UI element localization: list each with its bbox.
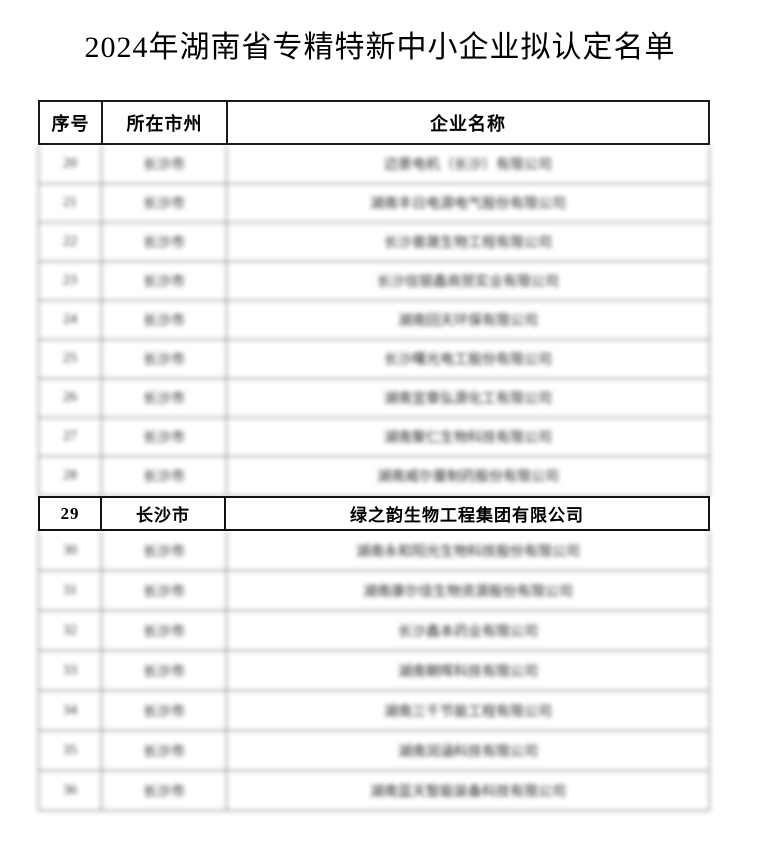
row-city-cell: 长沙市: [102, 262, 227, 300]
header-col-city: 所在市州: [103, 102, 228, 143]
row-city-cell: 长沙市: [102, 651, 227, 690]
table-row-blurred: 26 长沙市 湖南宜章弘源化工有限公司: [39, 379, 709, 418]
row-company-cell: 湖南朝晖科技有限公司: [398, 664, 538, 680]
row-city-cell: 长沙市: [102, 340, 227, 378]
row-city-cell: 长沙市: [102, 731, 227, 770]
table-row-blurred: 31 长沙市 湖南康尔佳生物资源股份有限公司: [39, 571, 709, 611]
row-company-cell: 湖南宜章弘源化工有限公司: [384, 392, 552, 407]
table-header-row: 序号 所在市州 企业名称: [38, 100, 710, 145]
row-city-cell: 长沙市: [102, 379, 227, 417]
row-index-cell: 22: [39, 223, 102, 261]
row-city-cell: 长沙市: [102, 457, 227, 495]
page-title: 2024年湖南省专精特新中小企业拟认定名单: [84, 31, 676, 64]
table-row-blurred: 23 长沙市 长沙信银鑫商贸实业有限公司: [39, 262, 709, 301]
header-col-index: 序号: [40, 102, 103, 143]
row-index-cell: 25: [39, 340, 102, 378]
table-row-blurred: 32 长沙市 长沙鑫本药业有限公司: [39, 611, 709, 651]
row-city-cell: 长沙市: [102, 611, 227, 650]
row-index-cell: 21: [39, 184, 102, 222]
row-company-cell: 长沙曙光电工股份有限公司: [384, 353, 552, 368]
row-city-cell: 长沙市: [102, 223, 227, 261]
row-company-cell: 湖南威尔曼制药股份有限公司: [377, 470, 559, 485]
table-row-blurred: 28 长沙市 湖南威尔曼制药股份有限公司: [39, 457, 709, 496]
row-company-cell: 湖南永和阳光生物科技股份有限公司: [356, 544, 580, 560]
row-city-cell: 长沙市: [102, 691, 227, 730]
table-row-blurred: 35 长沙市 湖南润涵科技有限公司: [39, 731, 709, 771]
row-company-cell: 湖南回天环保有限公司: [398, 314, 538, 329]
blurred-rows-above: 20 长沙市 迈景电机（长沙）有限公司 21 长沙市 湖南丰日电源电气股份有限公…: [38, 145, 710, 496]
row-company-cell: 长沙普晟生物工程有限公司: [384, 236, 552, 251]
table-row-blurred: 24 长沙市 湖南回天环保有限公司: [39, 301, 709, 340]
row-index-cell: 24: [39, 301, 102, 339]
table-row-blurred: 25 长沙市 长沙曙光电工股份有限公司: [39, 340, 709, 379]
table-row-blurred: 21 长沙市 湖南丰日电源电气股份有限公司: [39, 184, 709, 223]
highlight-row-company: 绿之韵生物工程集团有限公司: [350, 506, 584, 525]
row-city-cell: 长沙市: [102, 531, 227, 570]
row-index-cell: 34: [39, 691, 102, 730]
blurred-rows-below: 30 长沙市 湖南永和阳光生物科技股份有限公司 31 长沙市 湖南康尔佳生物资源…: [38, 531, 710, 811]
table-row-blurred: 22 长沙市 长沙普晟生物工程有限公司: [39, 223, 709, 262]
row-index-cell: 33: [39, 651, 102, 690]
row-company-cell: 湖南三千节能工程有限公司: [384, 704, 552, 720]
row-company-cell: 长沙信银鑫商贸实业有限公司: [377, 275, 559, 290]
row-index-cell: 36: [39, 771, 102, 810]
row-city-cell: 长沙市: [102, 145, 227, 183]
row-city-cell: 长沙市: [102, 184, 227, 222]
table-row-blurred: 30 长沙市 湖南永和阳光生物科技股份有限公司: [39, 531, 709, 571]
row-city-cell: 长沙市: [102, 571, 227, 610]
row-index-cell: 32: [39, 611, 102, 650]
table-row-blurred: 36 长沙市 湖南蓝天智能装备科技有限公司: [39, 771, 709, 811]
row-city-cell: 长沙市: [102, 301, 227, 339]
row-index-cell: 26: [39, 379, 102, 417]
row-company-cell: 湖南蓝天智能装备科技有限公司: [370, 784, 566, 800]
row-company-cell: 湖南润涵科技有限公司: [398, 744, 538, 760]
row-city-cell: 长沙市: [102, 771, 227, 810]
table-row-blurred: 33 长沙市 湖南朝晖科技有限公司: [39, 651, 709, 691]
highlight-row-index: 29: [40, 498, 102, 529]
row-index-cell: 30: [39, 531, 102, 570]
row-index-cell: 28: [39, 457, 102, 495]
row-company-cell: 长沙鑫本药业有限公司: [398, 624, 538, 640]
highlight-row-city: 长沙市: [102, 498, 226, 529]
row-company-cell: 湖南康尔佳生物资源股份有限公司: [363, 584, 573, 600]
companies-table: 序号 所在市州 企业名称 20 长沙市 迈景电机（长沙）有限公司 21 长沙市 …: [38, 100, 710, 811]
row-company-cell: 湖南丰日电源电气股份有限公司: [370, 197, 566, 212]
row-city-cell: 长沙市: [102, 418, 227, 456]
table-row-blurred: 20 长沙市 迈景电机（长沙）有限公司: [39, 145, 709, 184]
row-company-cell: 湖南聚仁生物科技有限公司: [384, 431, 552, 446]
row-company-cell: 迈景电机（长沙）有限公司: [384, 158, 552, 173]
row-index-cell: 35: [39, 731, 102, 770]
row-index-cell: 27: [39, 418, 102, 456]
row-index-cell: 20: [39, 145, 102, 183]
table-row-highlight: 29 长沙市 绿之韵生物工程集团有限公司: [38, 496, 710, 531]
header-col-company: 企业名称: [430, 113, 506, 134]
table-row-blurred: 34 长沙市 湖南三千节能工程有限公司: [39, 691, 709, 731]
row-index-cell: 31: [39, 571, 102, 610]
row-index-cell: 23: [39, 262, 102, 300]
table-row-blurred: 27 长沙市 湖南聚仁生物科技有限公司: [39, 418, 709, 457]
